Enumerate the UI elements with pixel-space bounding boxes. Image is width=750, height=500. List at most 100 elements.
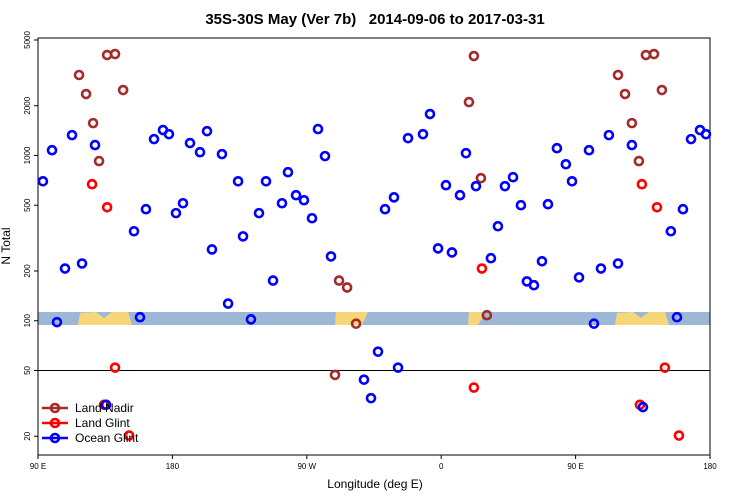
point — [499, 180, 511, 192]
point — [446, 247, 458, 258]
point — [245, 314, 257, 325]
point — [612, 69, 624, 81]
point — [402, 132, 414, 144]
legend-label: Land Nadir — [75, 401, 134, 415]
point — [603, 129, 615, 141]
point — [123, 430, 135, 441]
point — [37, 175, 49, 187]
point — [333, 275, 345, 286]
point — [470, 180, 482, 192]
point — [194, 146, 206, 158]
y-tick-label: 50 — [23, 365, 32, 374]
point — [417, 128, 429, 140]
point — [329, 369, 341, 381]
map-strip — [38, 312, 710, 325]
point — [73, 69, 85, 81]
point — [298, 194, 310, 206]
point — [454, 189, 466, 201]
point — [358, 374, 370, 385]
x-tick-label: 90 E — [30, 462, 46, 471]
point — [319, 150, 331, 162]
point — [648, 48, 660, 60]
point — [325, 251, 337, 262]
x-tick-label: 180 — [703, 462, 717, 471]
point — [290, 189, 302, 201]
point — [551, 142, 563, 154]
point — [485, 252, 497, 264]
point — [117, 84, 129, 96]
point — [267, 275, 279, 286]
point — [388, 192, 400, 203]
point — [148, 133, 160, 145]
point — [379, 203, 391, 215]
point — [51, 316, 63, 328]
y-tick-label: 2000 — [23, 96, 32, 114]
x-axis-label: Longitude (deg E) — [327, 477, 422, 491]
point — [206, 244, 218, 255]
point — [184, 137, 196, 149]
x-tick-label: 90 E — [567, 462, 583, 471]
point — [656, 84, 668, 96]
x-tick-label: 0 — [439, 462, 444, 471]
point — [432, 243, 444, 254]
point — [636, 178, 648, 190]
point — [685, 133, 697, 145]
legend-marker — [49, 417, 61, 429]
point — [177, 197, 189, 209]
point — [170, 207, 182, 219]
point — [134, 311, 146, 323]
point — [665, 225, 677, 237]
x-tick-label: 180 — [166, 462, 180, 471]
point — [481, 309, 493, 321]
point — [365, 392, 377, 404]
point — [59, 263, 71, 274]
point — [424, 108, 436, 120]
point — [89, 139, 101, 151]
point — [201, 125, 213, 137]
point — [475, 172, 487, 184]
point — [626, 139, 638, 151]
legend-marker — [49, 432, 61, 444]
point — [536, 255, 548, 267]
point — [232, 175, 244, 187]
x-tick-label: 90 W — [297, 462, 316, 471]
point — [528, 279, 540, 291]
point — [651, 201, 663, 213]
point — [595, 263, 607, 274]
point — [392, 362, 404, 373]
legend-label: Ocean Glint — [75, 431, 139, 445]
point — [260, 175, 272, 187]
point — [46, 144, 58, 156]
point — [306, 212, 318, 224]
point — [87, 117, 99, 129]
point — [476, 263, 488, 274]
point — [109, 362, 121, 373]
point — [163, 128, 175, 140]
point — [86, 178, 98, 190]
point — [80, 88, 92, 100]
point — [612, 258, 624, 269]
point — [76, 258, 88, 269]
point — [671, 311, 683, 323]
point — [216, 148, 228, 160]
legend-label: Land Glint — [75, 416, 130, 430]
point — [637, 401, 649, 413]
y-tick-label: 200 — [23, 264, 32, 278]
y-axis-label: N Total — [0, 227, 13, 264]
point — [583, 144, 595, 156]
point — [350, 318, 362, 329]
point — [237, 231, 249, 242]
y-tick-label: 5000 — [23, 31, 32, 49]
point — [633, 155, 645, 167]
legend-marker — [49, 402, 61, 414]
point — [560, 158, 572, 170]
point — [468, 382, 480, 393]
point — [515, 199, 527, 211]
point — [372, 346, 384, 357]
point — [140, 203, 152, 215]
point — [66, 129, 78, 141]
point — [677, 203, 689, 215]
point — [460, 147, 472, 159]
point — [640, 49, 652, 61]
